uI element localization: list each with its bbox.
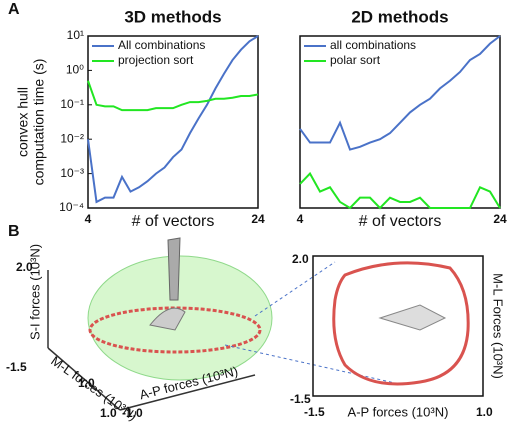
tick-label: -1.5 bbox=[304, 405, 325, 419]
series-line bbox=[88, 81, 258, 110]
y-tick-label: 10⁻¹ bbox=[60, 97, 84, 111]
y-tick-label: 10⁻⁴ bbox=[59, 200, 84, 214]
axis-label: M-L Forces (10³N) bbox=[491, 273, 506, 379]
connector bbox=[255, 262, 335, 316]
connector bbox=[225, 345, 395, 383]
y-axis-label: computation time (s) bbox=[31, 59, 47, 186]
axis-label: S-I forces (10³N) bbox=[27, 244, 42, 340]
legend-label: All combinations bbox=[118, 38, 205, 52]
panel-b-2d: 2.0 -1.5 M-L Forces (10³N) -1.5 A-P forc… bbox=[290, 252, 506, 419]
tick-label: 1.0 bbox=[100, 406, 117, 420]
x-tick-label: 4 bbox=[297, 212, 304, 226]
y-axis-label: convex hull bbox=[15, 87, 31, 157]
x-tick-label: 4 bbox=[85, 212, 92, 226]
chart-title: 3D methods bbox=[124, 7, 221, 26]
x-axis-label: # of vectors bbox=[132, 213, 215, 230]
legend-label: all combinations bbox=[330, 38, 416, 52]
legend-label: polar sort bbox=[330, 53, 381, 67]
tick-label: -1.5 bbox=[290, 392, 311, 406]
tick-label: -1.5 bbox=[6, 360, 27, 374]
x-tick-label: 24 bbox=[493, 212, 507, 226]
tick-label: 1.0 bbox=[476, 405, 493, 419]
legend-label: projection sort bbox=[118, 53, 194, 67]
y-tick-label: 10⁻² bbox=[60, 131, 84, 145]
foot bbox=[380, 305, 445, 330]
series-line bbox=[300, 174, 500, 208]
bone bbox=[168, 238, 180, 300]
x-axis-label: # of vectors bbox=[359, 213, 442, 230]
figure: A B 2.0 S-I forces (10³N) -1.5 M-L force… bbox=[0, 0, 514, 426]
y-tick-label: 10¹ bbox=[67, 28, 84, 42]
axis-label: A-P forces (10³N) bbox=[348, 404, 449, 419]
tick-label: 1.0 bbox=[78, 376, 95, 390]
y-tick-label: 10⁻³ bbox=[60, 166, 84, 180]
tick-label: -1.0 bbox=[122, 406, 143, 420]
chart-title: 2D methods bbox=[351, 7, 448, 26]
x-tick-label: 24 bbox=[251, 212, 265, 226]
tick-label: 2.0 bbox=[292, 252, 309, 266]
y-tick-label: 10⁰ bbox=[66, 63, 84, 77]
panel-label: A bbox=[8, 1, 20, 18]
panel-label: B bbox=[8, 223, 20, 240]
